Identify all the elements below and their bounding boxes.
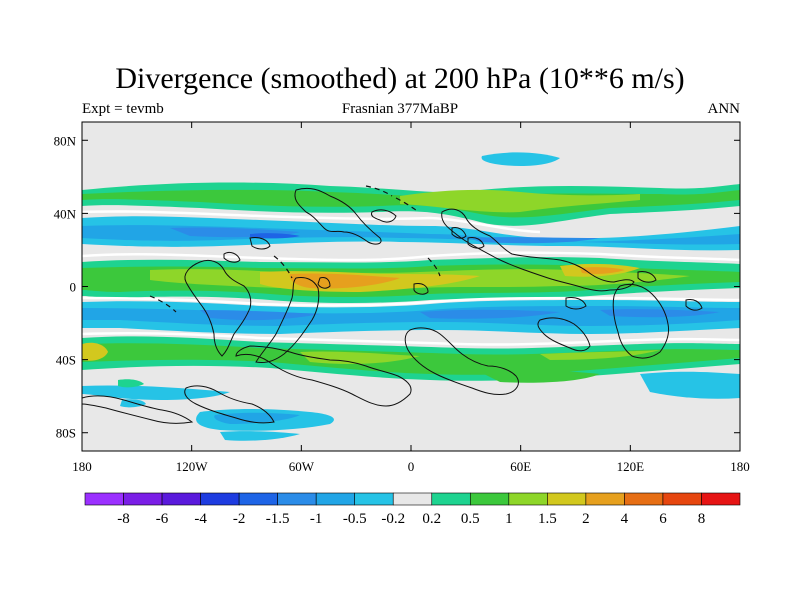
colorbar-label: 4 [621,511,629,527]
colorbar-swatch [701,492,741,506]
x-tick-label: 60E [510,459,531,474]
colorbar-label: -4 [194,511,207,527]
x-tick-label: 120W [176,459,209,474]
colorbar-swatch [315,492,356,506]
colorbar-swatch [238,492,278,506]
colorbar-label: -1 [310,511,323,527]
colorbar-swatch [624,492,664,506]
paleo-dashed-lines [149,185,441,313]
colorbar-swatch [508,492,548,506]
colorbar-swatch [431,492,471,506]
x-axis: 180 120W 60W 0 60E 120E 180 [72,122,750,474]
x-tick-label: 180 [730,459,750,474]
colorbar-label: 8 [698,511,706,527]
period-label: Frasnian 377MaBP [341,101,459,117]
x-tick-label: 120E [617,459,645,474]
colorbar-swatch [662,492,702,506]
colorbar-swatch [585,492,625,506]
colorbar-label: 0.2 [422,511,441,527]
x-tick-label: 180 [72,459,92,474]
colorbar-label: 1.5 [538,511,557,527]
colorbar-label: 0.5 [461,511,480,527]
colorbar-swatch [123,492,163,506]
colorbar-label: -2 [233,511,246,527]
colorbar-label: 2 [582,511,590,527]
colorbar-swatch [354,492,394,506]
y-tick-label: 80N [54,133,77,148]
colorbar-label: -6 [156,511,169,527]
colorbar: -8 -6 -4 -2 -1.5 -1 -0.5 -0.2 0.2 0.5 1 1.5 2 4 6 8 [84,492,741,527]
y-tick-label: 0 [70,280,77,295]
colorbar-label: 1 [505,511,513,527]
colorbar-swatch [469,492,510,506]
y-tick-label: 80S [56,426,76,441]
colorbar-label: -1.5 [266,511,290,527]
colorbar-swatch [547,492,587,506]
x-tick-label: 0 [408,459,415,474]
colorbar-swatch [200,492,240,506]
colorbar-swatch [84,492,124,506]
figure-title: Divergence (smoothed) at 200 hPa (10**6 … [115,62,685,95]
colorbar-label: 6 [659,511,667,527]
y-tick-label: 40S [56,353,76,368]
colorbar-label: -0.2 [381,511,405,527]
y-tick-label: 40N [54,206,77,221]
colorbar-label: -8 [117,511,130,527]
colorbar-swatch [277,492,317,506]
experiment-label: Expt = tevmb [82,101,164,117]
season-label: ANN [707,101,741,117]
x-tick-label: 60W [289,459,315,474]
continent-outlines [82,187,703,424]
colorbar-swatch [392,492,433,506]
colorbar-label: -0.5 [343,511,367,527]
colorbar-swatch [161,492,201,506]
y-axis: 80N 40N 0 40S 80S [54,133,740,441]
